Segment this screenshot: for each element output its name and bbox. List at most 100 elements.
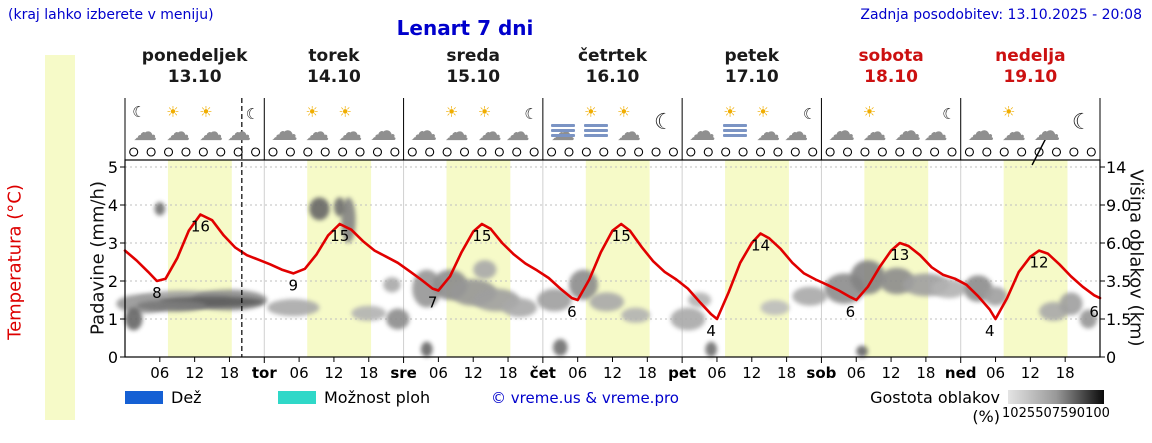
cloud-blob — [621, 307, 651, 323]
symbol-circle — [1069, 147, 1079, 157]
day-icons-četrtek: ☁ ☀ ☀ ☁ ☾ — [543, 99, 682, 144]
x-hour-label: 12 — [324, 364, 343, 382]
temperature-value-label: 14 — [751, 237, 770, 255]
temperature-value-label: 16 — [191, 218, 210, 236]
left-axis-strip — [45, 55, 75, 420]
symbol-circle — [930, 147, 940, 157]
symbol-circle — [773, 147, 783, 157]
day-date: 17.10 — [724, 67, 779, 87]
cloud-blob — [856, 345, 868, 357]
cloud-blob — [589, 292, 625, 312]
x-hour-label: 12 — [464, 364, 483, 382]
precip-tick-label: 4 — [108, 196, 118, 215]
cloud-icon: ☁ — [828, 116, 856, 147]
cloud-blob — [267, 299, 320, 317]
cloud-icon: ☁ — [369, 116, 397, 147]
precip-tick-label: 0 — [108, 348, 118, 367]
symbol-circle — [198, 147, 208, 157]
day-header-četrtek: četrtek 16.10 — [543, 46, 682, 88]
sun-cloud-icon: ☀ ☁ — [305, 103, 330, 146]
x-hour-label: 06 — [150, 364, 169, 382]
symbol-circle — [825, 147, 835, 157]
sun-cloud-icon: ☀ ☁ — [199, 103, 224, 146]
symbol-circle — [268, 147, 278, 157]
symbol-circle — [738, 147, 748, 157]
cloud-icon: ☁ — [270, 116, 298, 147]
density-tick-label: 50 — [1035, 406, 1052, 421]
temperature-curve — [123, 213, 1102, 321]
sun-cloud-icon: ☀ ☁ — [862, 103, 887, 146]
symbol-circle — [547, 147, 557, 157]
daylight-band — [725, 160, 789, 357]
temperature-value-label: 7 — [428, 294, 438, 312]
cloud-density-gradient — [1008, 390, 1104, 404]
showers-legend-swatch — [278, 391, 316, 404]
symbol-circle — [355, 147, 365, 157]
day-icons-torek: ☁ ☀ ☁ ☀ ☁ ☁ — [264, 99, 403, 147]
x-hour-label: 18 — [1056, 364, 1075, 382]
temperature-value-label: 4 — [706, 322, 716, 340]
symbol-circle — [877, 147, 887, 157]
symbol-circle — [1051, 147, 1062, 157]
cloud-blob — [154, 202, 166, 216]
symbol-circle — [616, 147, 626, 157]
cloud-icon: ☁ — [1033, 116, 1061, 147]
daylight-band — [307, 160, 372, 357]
symbol-circle — [181, 147, 191, 157]
day-icons-petek: ☁ ☀ ☀ ☁ ☁ ☾ — [682, 99, 821, 146]
wind-mark — [1031, 137, 1047, 166]
symbol-circle — [442, 147, 452, 157]
cloud-blob — [333, 197, 346, 217]
day-icons-nedelja: ☁ ☀ ☁ ☁ ☾ — [961, 99, 1100, 147]
cloud-moon-icon: ☁ ☾ — [784, 105, 817, 146]
symbol-circle — [808, 147, 818, 157]
cloud-blob — [136, 300, 207, 312]
moon-cloud-icon: ☾ ☁ — [132, 103, 158, 146]
day-header-sobota: sobota 18.10 — [821, 46, 960, 88]
symbol-circle — [964, 147, 974, 157]
day-date: 14.10 — [307, 67, 361, 87]
fog-sun-icon: ☀ — [581, 105, 611, 141]
page-title: Lenart 7 dni — [396, 16, 534, 40]
day-header-petek: petek 17.10 — [682, 46, 821, 88]
x-day-label: sob — [806, 364, 836, 382]
daylight-band — [585, 160, 650, 357]
cloud-blob — [553, 338, 568, 357]
day-name: sobota — [858, 46, 924, 66]
day-name: četrtek — [577, 46, 648, 66]
symbol-circle — [372, 147, 383, 157]
symbol-circle — [982, 147, 992, 157]
x-day-label: tor — [252, 364, 277, 382]
cloud-blob — [931, 279, 967, 299]
day-name: petek — [724, 46, 780, 66]
sun-cloud-icon: ☀ ☁ — [1001, 103, 1026, 146]
x-hour-label: 06 — [429, 364, 448, 382]
symbol-circle — [216, 147, 226, 157]
cloud-height-tick-label: 3.5 — [1106, 272, 1131, 291]
cloud-blob — [383, 277, 401, 293]
day-header-sreda: sreda 15.10 — [404, 46, 543, 88]
symbol-circle — [668, 147, 678, 157]
cloud-blob — [473, 260, 497, 280]
symbol-circle — [303, 147, 313, 157]
rain-legend-label: Dež — [171, 388, 202, 407]
density-tick-label: 10 — [1002, 406, 1019, 421]
cloud-height-tick-label: 0 — [1106, 348, 1116, 367]
density-tick-label: 75 — [1051, 406, 1069, 421]
rain-legend-swatch — [125, 391, 163, 404]
x-day-label: pet — [668, 364, 696, 382]
temperature-value-label: 12 — [1030, 254, 1049, 272]
symbol-circle — [634, 147, 644, 157]
cloud-moon-icon: ☁ ☾ — [227, 105, 260, 146]
daylight-band — [167, 160, 232, 357]
cloud-height-axis-title: Višina oblakov (km) — [1125, 169, 1147, 347]
x-hour-label: 18 — [498, 364, 517, 382]
symbol-circle — [390, 147, 400, 157]
sun-cloud-icon: ☀ ☁ — [338, 103, 363, 146]
symbol-circle — [1017, 147, 1027, 157]
symbol-circle — [860, 147, 870, 157]
x-hour-label: 12 — [742, 364, 761, 382]
temperature-value-label: 15 — [330, 227, 349, 245]
copyright-link[interactable]: © vreme.us & vreme.pro — [491, 389, 679, 407]
